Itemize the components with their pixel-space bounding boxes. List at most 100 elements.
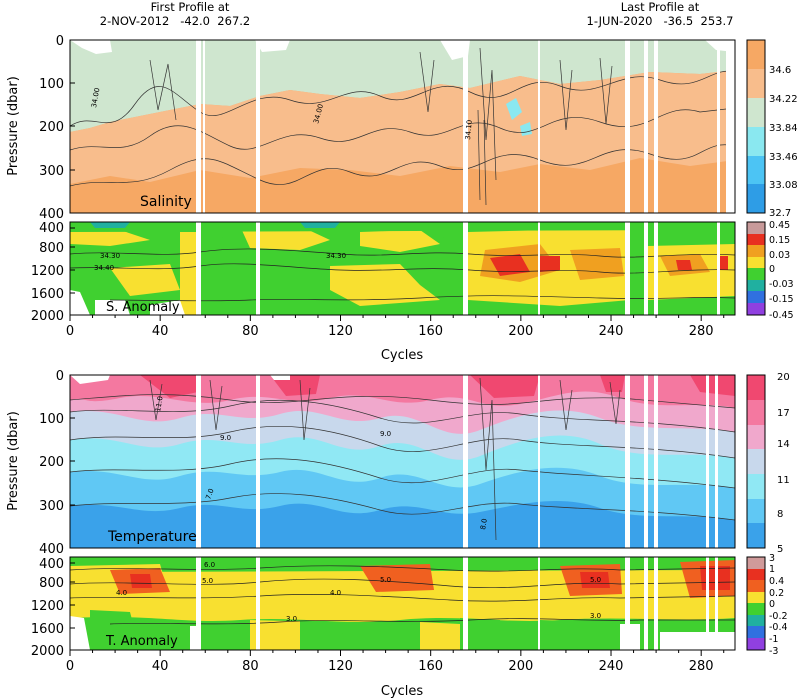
s-anomaly-contour-label: 34.30 xyxy=(100,252,120,260)
temperature-colorbar-band xyxy=(747,400,765,425)
salinity-colorbar: 34.6 34.22 33.84 33.46 33.08 32.7 xyxy=(746,39,798,219)
x-tick-label: 0 xyxy=(66,659,74,674)
t-anomaly-colorbar-band xyxy=(747,603,765,615)
t-anomaly-contour-label: 3.0 xyxy=(286,615,297,623)
x-tick-label: 120 xyxy=(328,324,353,339)
s-anomaly-y-tick: 800 xyxy=(39,241,64,256)
s-anomaly-colorbar-label: -0.03 xyxy=(769,279,794,290)
temperature-colorbar-band xyxy=(747,499,765,523)
t-anomaly-colorbar-label: -3 xyxy=(769,646,778,657)
x-tick-label: 160 xyxy=(418,324,443,339)
t-anomaly-colorbar-band xyxy=(747,569,765,580)
x-axis-top: 0 40 80 120 160 200 240 280 Cycles xyxy=(66,315,725,363)
temperature-field xyxy=(70,375,735,548)
x-tick-label: 280 xyxy=(689,324,714,339)
temperature-colorbar-label: 5 xyxy=(777,544,783,555)
salinity-colorbar-band xyxy=(747,40,765,69)
t-anomaly-contour-label: 3.0 xyxy=(590,612,601,620)
s-anomaly-colorbar-band xyxy=(747,303,765,315)
x-tick-label: 80 xyxy=(242,659,259,674)
t-anomaly-colorbar-band xyxy=(747,557,765,569)
t-anomaly-y-tick: 800 xyxy=(39,576,64,591)
salinity-colorbar-band xyxy=(747,69,765,98)
x-tick-label: 200 xyxy=(508,324,533,339)
salinity-y-axis-label: Pressure (dbar) xyxy=(6,76,21,176)
temperature-y-tick: 100 xyxy=(39,412,64,427)
s-anomaly-y-tick: 1600 xyxy=(31,287,64,302)
salinity-colorbar-label: 34.6 xyxy=(769,65,791,76)
x-tick-label: 160 xyxy=(418,659,443,674)
s-anomaly-y-tick: 1200 xyxy=(31,264,64,279)
s-anomaly-contour-label: 34.40 xyxy=(94,264,114,272)
s-anomaly-colorbar-band xyxy=(747,291,765,303)
s-anomaly-colorbar-band xyxy=(747,245,765,257)
s-anomaly-colorbar-band xyxy=(747,257,765,268)
temperature-colorbar-label: 11 xyxy=(777,475,790,486)
t-anomaly-panel-title: T. Anomaly xyxy=(105,634,178,649)
temperature-contour-label: 11.0 xyxy=(154,396,165,413)
salinity-colorbar-band xyxy=(747,127,765,156)
t-anomaly-contour-label: 4.0 xyxy=(330,589,341,597)
temperature-y-tick: 0 xyxy=(56,369,64,384)
s-anomaly-colorbar-label: -0.45 xyxy=(769,310,794,321)
temperature-contour-label: 7.0 xyxy=(204,487,215,500)
x-axis-top-label: Cycles xyxy=(381,348,424,363)
t-anomaly-colorbar-band xyxy=(747,580,765,592)
temperature-panel: Temperature 11.0 9.0 9.0 7.0 8.0 0 100 2… xyxy=(6,369,736,557)
t-anomaly-contour-label: 6.0 xyxy=(204,561,215,569)
salinity-contour-label: 34.00 xyxy=(90,87,101,108)
temperature-contour-label: 8.0 xyxy=(479,518,489,530)
x-axis-bottom: 0 40 80 120 160 200 240 280 Cycles xyxy=(66,650,725,699)
x-tick-label: 0 xyxy=(66,324,74,339)
salinity-colorbar-band xyxy=(747,98,765,127)
s-anomaly-y-tick: 2000 xyxy=(31,309,64,324)
t-anomaly-y-ticks: 400 800 1200 1600 2000 xyxy=(31,557,75,659)
t-anomaly-colorbar-label: -0.2 xyxy=(769,611,788,622)
last-profile-value: 1-JUN-2020 -36.5 253.7 xyxy=(587,14,734,28)
s-anomaly-colorbar: 0.45 0.15 0.03 0 -0.03 -0.15 -0.45 xyxy=(746,220,794,321)
t-anomaly-contour-label: 5.0 xyxy=(380,576,391,584)
x-tick-label: 200 xyxy=(508,659,533,674)
salinity-colorbar-band xyxy=(747,184,765,213)
last-profile-label: Last Profile at xyxy=(621,0,700,14)
temperature-colorbar-label: 20 xyxy=(777,372,790,383)
salinity-colorbar-label: 34.22 xyxy=(769,94,798,105)
t-anomaly-field xyxy=(70,557,735,650)
s-anomaly-field xyxy=(70,222,735,315)
x-tick-label: 40 xyxy=(152,659,169,674)
temperature-y-tick: 300 xyxy=(39,499,64,514)
temperature-colorbar: 20 17 14 11 8 5 xyxy=(746,372,790,555)
x-tick-label: 240 xyxy=(599,324,624,339)
t-anomaly-y-tick: 400 xyxy=(39,557,64,572)
temperature-contour-label: 9.0 xyxy=(220,434,231,442)
temperature-colorbar-label: 8 xyxy=(777,509,783,520)
salinity-colorbar-label: 33.08 xyxy=(769,180,798,191)
salinity-y-tick: 200 xyxy=(39,120,64,135)
t-anomaly-colorbar-band xyxy=(747,615,765,626)
temperature-contour-label: 9.0 xyxy=(380,430,391,438)
salinity-colorbar-band xyxy=(747,156,765,184)
s-anomaly-colorbar-label: 0 xyxy=(769,264,775,275)
s-anomaly-contour-label: 34.30 xyxy=(326,252,346,260)
t-anomaly-colorbar-band xyxy=(747,638,765,650)
s-anomaly-colorbar-band xyxy=(747,280,765,291)
t-anomaly-colorbar-band xyxy=(747,592,765,603)
temperature-colorbar-label: 14 xyxy=(777,439,790,450)
temperature-colorbar-band xyxy=(747,474,765,499)
t-anomaly-colorbar-label: -0.4 xyxy=(769,622,788,633)
temperature-y-axis-label: Pressure (dbar) xyxy=(6,411,21,511)
x-axis-top-ticks: 0 40 80 120 160 200 240 280 xyxy=(66,315,725,339)
first-profile-value: 2-NOV-2012 -42.0 267.2 xyxy=(100,14,250,28)
temperature-colorbar-band xyxy=(747,375,765,400)
salinity-y-tick: 400 xyxy=(39,207,64,222)
salinity-y-tick: 100 xyxy=(39,77,64,92)
s-anomaly-y-tick: 400 xyxy=(39,221,64,236)
t-anomaly-y-tick: 1600 xyxy=(31,622,64,637)
t-anomaly-colorbar-label: -1 xyxy=(769,634,778,645)
t-anomaly-colorbar: 3 1 0.4 0.2 0 -0.2 -0.4 -1 -3 xyxy=(746,553,788,657)
t-anomaly-colorbar-label: 0 xyxy=(769,599,775,610)
t-anomaly-colorbar-label: 0.4 xyxy=(769,576,784,587)
salinity-colorbar-label: 32.7 xyxy=(769,208,791,219)
salinity-panel: Salinity 34.00 34.00 34.10 0 100 200 300… xyxy=(6,34,736,222)
